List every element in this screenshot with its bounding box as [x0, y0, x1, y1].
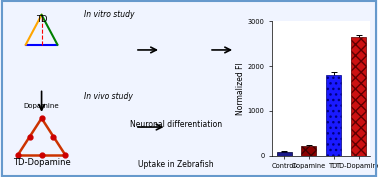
Bar	[351, 37, 366, 156]
Text: In vitro study: In vitro study	[84, 10, 135, 19]
Text: Dopamine: Dopamine	[24, 102, 59, 109]
Text: In vivo study: In vivo study	[84, 92, 133, 101]
Text: TD-Dopamine: TD-Dopamine	[13, 158, 70, 167]
Bar	[301, 146, 316, 156]
Bar	[326, 75, 341, 156]
Text: Uptake in Zebrafish: Uptake in Zebrafish	[138, 160, 214, 169]
Bar	[277, 152, 291, 156]
Y-axis label: Normalized FI: Normalized FI	[236, 62, 245, 115]
Text: TD: TD	[36, 15, 47, 24]
Text: Neuronal differentiation: Neuronal differentiation	[130, 120, 222, 129]
